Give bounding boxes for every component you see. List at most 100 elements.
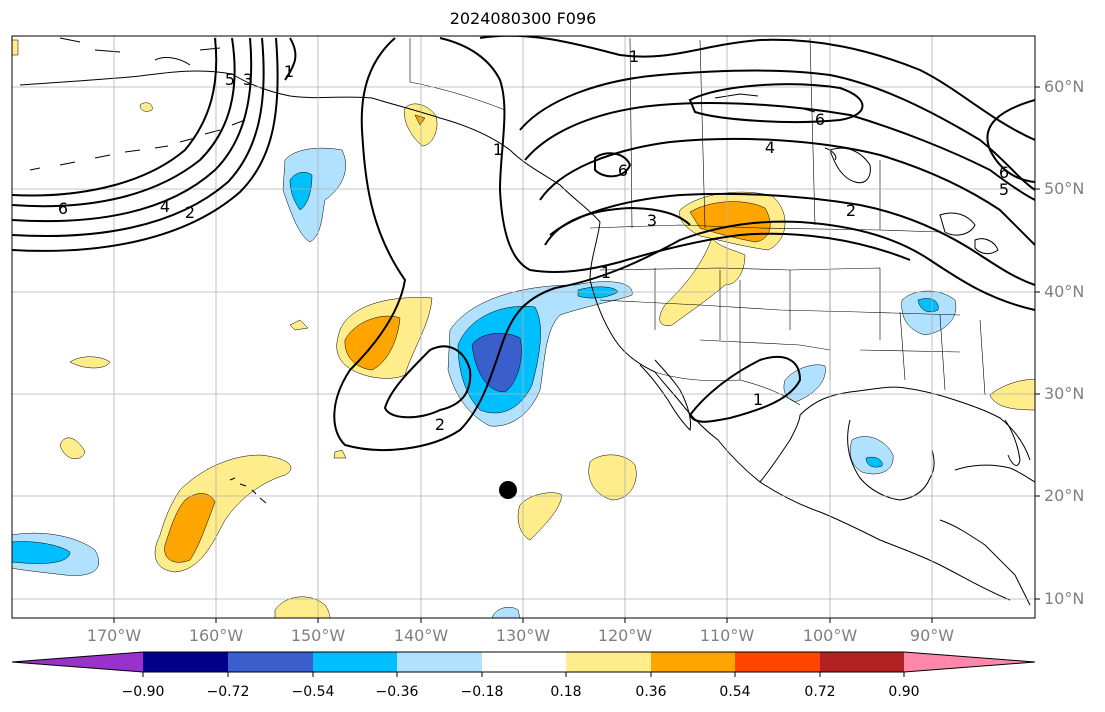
colorbar-segment <box>651 652 735 672</box>
contour-line <box>284 37 297 81</box>
contour-line <box>986 99 1035 183</box>
negative-anomaly-region <box>865 456 883 468</box>
coastlines <box>19 37 1035 606</box>
contour-line <box>479 36 1035 141</box>
lat-label-60n: 60°N <box>1044 77 1085 96</box>
negative-anomaly-region <box>289 172 313 211</box>
positive-anomaly-region <box>517 492 563 541</box>
contour-label: 6 <box>58 199 68 218</box>
lon-label-90w: 90°W <box>909 626 955 645</box>
negative-anomaly-region <box>917 298 939 313</box>
positive-anomaly-region <box>989 379 1035 411</box>
lat-label-50n: 50°N <box>1044 179 1085 198</box>
colorbar-label: 0.72 <box>804 684 836 700</box>
colorbar-label: 0.54 <box>719 684 751 700</box>
colorbar-label: 0.18 <box>550 684 582 700</box>
black-dot-marker <box>499 481 517 499</box>
positive-anomaly-region <box>139 102 153 112</box>
contour-label: 6 <box>815 110 825 129</box>
colorbar-segment <box>143 652 228 672</box>
contour-label: 2 <box>846 201 856 220</box>
gulf-of-mexico-coast <box>799 386 1031 501</box>
colorbar-segment <box>12 652 143 672</box>
positive-anomaly-region <box>289 319 309 331</box>
contour-line <box>383 345 472 419</box>
negative-anomaly-region <box>901 290 957 336</box>
colorbar-segment <box>482 652 566 672</box>
contours <box>12 36 1035 451</box>
colorbar-label: −0.18 <box>460 684 504 700</box>
contour-label: 5 <box>999 180 1009 199</box>
contour-line <box>439 37 911 273</box>
lon-label-110w: 110°W <box>699 626 755 645</box>
positive-anomaly-region <box>588 454 637 501</box>
contour-label: 1 <box>493 140 503 159</box>
colorbar-segment <box>735 652 820 672</box>
anomaly-shading <box>12 39 1035 618</box>
lon-label-140w: 140°W <box>393 626 449 645</box>
lon-label-160w: 160°W <box>188 626 244 645</box>
baja-california <box>639 359 691 432</box>
contour-label: 1 <box>629 47 639 66</box>
contour-line <box>524 102 1035 201</box>
contour-label: 1 <box>753 390 763 409</box>
hudson-bay <box>829 147 871 184</box>
lat-label-10n: 10°N <box>1044 589 1085 608</box>
contour-label: 1 <box>284 62 294 81</box>
colorbar-segment <box>228 652 313 672</box>
alaska-islands <box>59 37 221 66</box>
positive-anomaly-region <box>344 315 401 371</box>
lat-label-20n: 20°N <box>1044 486 1085 505</box>
contour-label: 1 <box>601 263 611 282</box>
lon-label-150w: 150°W <box>290 626 346 645</box>
contour-line <box>688 355 802 423</box>
lon-label-120w: 120°W <box>597 626 653 645</box>
alaska-coast <box>19 70 601 223</box>
positive-anomaly-region <box>69 356 111 369</box>
negative-anomaly-region <box>282 147 346 243</box>
colorbar-label: −0.36 <box>375 684 419 700</box>
contour-line <box>549 192 1035 286</box>
contour-line <box>333 37 1035 451</box>
positive-anomaly-region <box>689 201 771 243</box>
lon-label-130w: 130°W <box>495 626 551 645</box>
colorbar-label: 0.36 <box>635 684 667 700</box>
colorbar-label: 0.90 <box>888 684 920 700</box>
graticule <box>12 36 1035 618</box>
contour-line <box>688 83 864 123</box>
contour-label: 4 <box>765 138 775 157</box>
positive-anomaly-region <box>333 449 347 459</box>
contour-label: 3 <box>647 211 657 230</box>
negative-anomaly-region <box>12 541 71 564</box>
lat-label-30n: 30°N <box>1044 384 1085 403</box>
contour-label: 6 <box>999 163 1009 182</box>
contour-line <box>594 152 632 178</box>
contour-line <box>12 37 279 252</box>
positive-anomaly-region <box>659 237 746 326</box>
contour-label: 4 <box>160 197 170 216</box>
contour-label: 2 <box>435 415 445 434</box>
contour-label: 2 <box>185 203 195 222</box>
contour-line <box>519 69 1035 191</box>
colorbar-segment <box>820 652 904 672</box>
hawaii <box>229 477 267 504</box>
contour-line <box>12 37 253 223</box>
contour-line <box>12 37 218 197</box>
contour-line <box>539 137 1035 246</box>
contour-label: 3 <box>243 70 253 89</box>
political-borders <box>409 37 986 406</box>
lon-label-170w: 170°W <box>86 626 142 645</box>
colorbar-segment <box>313 652 397 672</box>
alaska-islands <box>29 119 246 171</box>
positive-anomaly-region <box>164 493 216 563</box>
tick-marks <box>113 86 1040 623</box>
positive-anomaly-region <box>414 114 426 126</box>
lat-label-40n: 40°N <box>1044 282 1085 301</box>
lon-label-100w: 100°W <box>802 626 858 645</box>
negative-anomaly-region <box>491 607 521 618</box>
mexico-coast <box>759 414 801 483</box>
contour-line <box>12 37 265 238</box>
colorbar-label: −0.72 <box>206 684 250 700</box>
great-lakes <box>939 212 999 255</box>
